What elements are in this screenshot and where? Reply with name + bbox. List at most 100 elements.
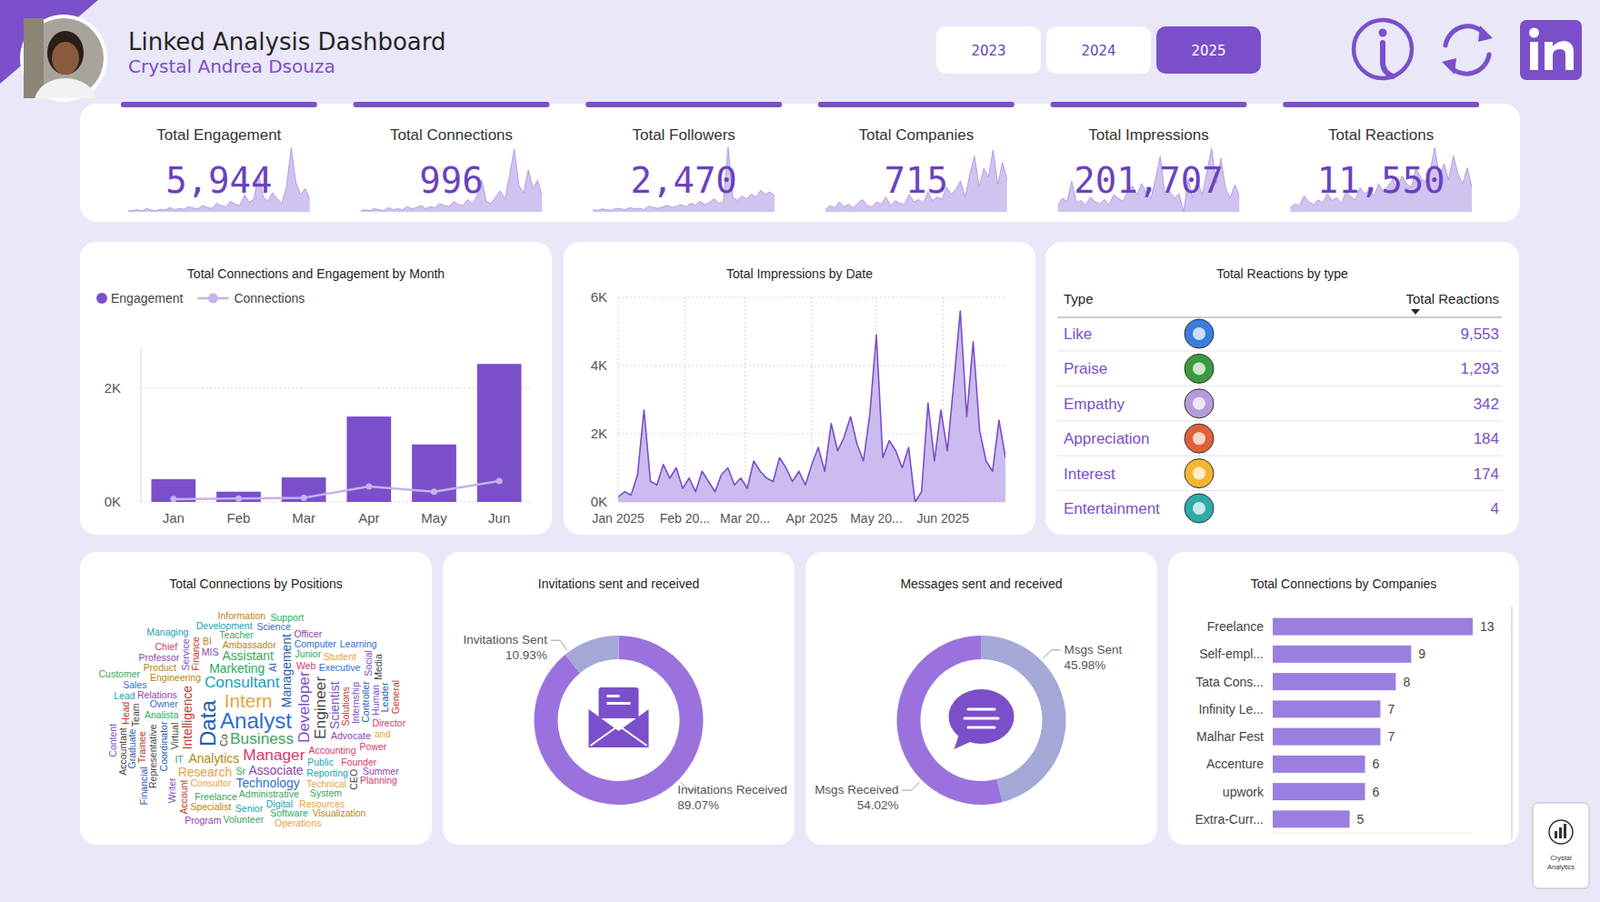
word: Visualization (312, 807, 367, 819)
letter (599, 687, 640, 719)
word: Executive (319, 661, 361, 673)
word: Engineering (150, 671, 201, 683)
table-row: Interest174 (1057, 459, 1502, 491)
y-tick-label: Freelance (1207, 619, 1264, 634)
year-label[interactable]: 2023 (970, 42, 1006, 60)
data-label: 13 (1480, 619, 1495, 634)
grid-line (140, 387, 532, 389)
sparkline-line (128, 148, 310, 211)
kpi-label: Total Followers (631, 126, 735, 144)
sparkline-area (360, 149, 543, 212)
cell-value: 4 (1490, 500, 1500, 518)
year-button[interactable]: 2023 (936, 26, 1041, 74)
envelope-body (589, 709, 650, 748)
bar (1272, 810, 1350, 828)
badge-text: Analytics (1547, 862, 1575, 871)
reaction-icon (1184, 353, 1214, 383)
word: Freelance (194, 790, 238, 802)
data-label: 7 (1387, 729, 1395, 744)
data-label: 7 (1387, 701, 1395, 717)
word: Analytics (189, 750, 240, 766)
background (0, 0, 1600, 902)
slice-label: Msgs Sent (1064, 642, 1123, 657)
panel (442, 551, 795, 845)
label-leader (1042, 650, 1060, 659)
linkedin-icon[interactable] (1520, 20, 1582, 80)
refresh-icon[interactable] (1441, 25, 1493, 75)
row-rule (1057, 350, 1502, 352)
axis-line (1272, 832, 1473, 834)
letter-line (607, 694, 620, 698)
area (618, 310, 1006, 502)
reaction-icon (1184, 389, 1214, 419)
kpi-card: Total Connections996 (353, 101, 550, 212)
chart-title: Messages sent and received (900, 576, 1062, 591)
hbar-chart: Total Connections by CompaniesFreelance1… (1168, 551, 1520, 845)
panel (80, 241, 552, 535)
badge-logo (1559, 827, 1562, 839)
line-marker (365, 483, 372, 490)
cell-value: 184 (1473, 430, 1500, 448)
word: Specialist (190, 800, 231, 812)
cell-type: Interest (1063, 465, 1116, 483)
year-button[interactable]: 2025 (1156, 26, 1261, 74)
word: Science (256, 620, 291, 632)
reaction-icon-detail (1192, 361, 1206, 375)
word: Virtual (169, 722, 180, 750)
line-marker (170, 495, 177, 502)
kpi-card: Total Followers2,470 (585, 101, 782, 212)
bar (1272, 728, 1380, 746)
sparkline-line (592, 147, 775, 211)
grid-line (618, 365, 1006, 367)
word: Student (323, 650, 357, 662)
cell-type: Like (1063, 325, 1092, 343)
data-label: 5 (1357, 811, 1365, 827)
y-tick-label: Accenture (1206, 756, 1264, 771)
year-label[interactable]: 2025 (1190, 42, 1226, 60)
word: Computer (294, 638, 338, 650)
table-row: Empathy342 (1057, 389, 1502, 421)
year-button-bg[interactable] (936, 26, 1041, 74)
y-tick-label: Malhar Fest (1196, 729, 1264, 744)
x-tick-label: May 20... (850, 510, 903, 526)
reactions-table: Total Reactions by typeTypeTotal Reactio… (1045, 241, 1520, 535)
envelope-icon (589, 687, 650, 748)
combo-chart: Total Connections and Engagement by Mont… (80, 241, 552, 535)
data-label: 9 (1418, 646, 1426, 661)
bar (1272, 672, 1396, 690)
kpi-card: Total Impressions201,707 (1050, 101, 1248, 212)
bar (1272, 755, 1366, 773)
word: Junior (295, 648, 322, 660)
y-tick-label: Infinity Le... (1198, 701, 1264, 717)
year-button-bg[interactable] (1046, 26, 1151, 74)
cell-type: Entertainment (1063, 500, 1160, 518)
word: Media (372, 653, 384, 680)
word: Developer (294, 670, 313, 743)
linkedin-glyph (1544, 40, 1574, 70)
info-ring (1353, 20, 1412, 79)
year-button-bg[interactable] (1156, 26, 1261, 74)
bar (216, 491, 261, 502)
year-label[interactable]: 2024 (1080, 42, 1116, 60)
y-tick-label: Extra-Curr... (1195, 811, 1264, 827)
info-icon[interactable] (1353, 20, 1412, 79)
word: Product (143, 661, 177, 673)
word: MIS (201, 646, 220, 658)
bar (411, 444, 457, 502)
x-tick-label: Jun 2025 (917, 510, 970, 526)
avatar-photo (23, 18, 104, 99)
kpi-card: Total Companies715 (818, 101, 1015, 212)
reaction-icon-detail (1192, 327, 1206, 340)
word: Owner (150, 698, 179, 710)
legend-item: Connections (197, 290, 305, 306)
bubble (949, 689, 1015, 744)
reaction-icon-detail (1192, 467, 1206, 480)
word: Team (130, 702, 141, 727)
avatar-bg-detail (23, 18, 44, 99)
word: Intern (224, 690, 273, 711)
word: Financial (138, 766, 150, 805)
slice-label: Invitations Sent (463, 632, 549, 647)
badge-frame (1532, 802, 1590, 889)
word: Program (184, 814, 222, 826)
year-button[interactable]: 2024 (1046, 26, 1151, 74)
